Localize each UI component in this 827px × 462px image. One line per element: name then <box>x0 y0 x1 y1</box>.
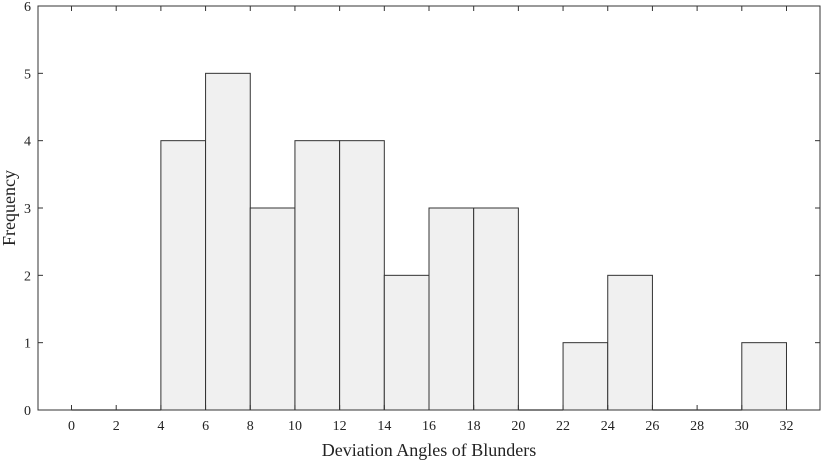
histogram-bar <box>741 342 787 411</box>
y-tick-label: 3 <box>24 202 31 217</box>
histogram-bar <box>473 207 519 411</box>
y-tick-label: 0 <box>24 404 31 419</box>
bars-group <box>71 72 787 411</box>
y-tick-label: 5 <box>24 67 31 82</box>
y-tick-label: 2 <box>24 269 31 284</box>
x-tick-label: 14 <box>377 419 391 434</box>
y-tick-label: 6 <box>24 0 31 15</box>
x-tick-label: 20 <box>511 419 525 434</box>
x-tick-label: 22 <box>556 419 570 434</box>
y-tick-label: 4 <box>24 135 31 150</box>
histogram-bar <box>383 274 430 411</box>
x-tick-label: 18 <box>467 419 481 434</box>
histogram-bar <box>339 140 385 411</box>
histogram-bar <box>160 140 207 411</box>
histogram-bar <box>428 207 475 411</box>
x-tick-label: 32 <box>779 419 793 434</box>
x-tick-label: 8 <box>247 419 254 434</box>
x-tick-label: 4 <box>157 419 164 434</box>
x-tick-label: 28 <box>690 419 704 434</box>
histogram-bar <box>294 140 341 411</box>
x-tick-label: 26 <box>645 419 659 434</box>
histogram-bar <box>249 207 296 411</box>
x-tick-label: 0 <box>68 419 75 434</box>
histogram-bar <box>205 72 251 411</box>
x-tick-label: 16 <box>422 419 436 434</box>
histogram-bar <box>562 342 609 411</box>
y-axis-label: Frequency <box>0 170 19 246</box>
x-tick-label: 2 <box>113 419 120 434</box>
x-tick-label: 30 <box>735 419 749 434</box>
x-tick-label: 24 <box>601 419 615 434</box>
histogram-bar <box>607 274 653 411</box>
x-tick-label: 10 <box>288 419 302 434</box>
x-tick-label: 12 <box>333 419 347 434</box>
y-tick-label: 1 <box>24 337 31 352</box>
x-axis-label: Deviation Angles of Blunders <box>322 440 536 460</box>
x-tick-label: 6 <box>202 419 209 434</box>
